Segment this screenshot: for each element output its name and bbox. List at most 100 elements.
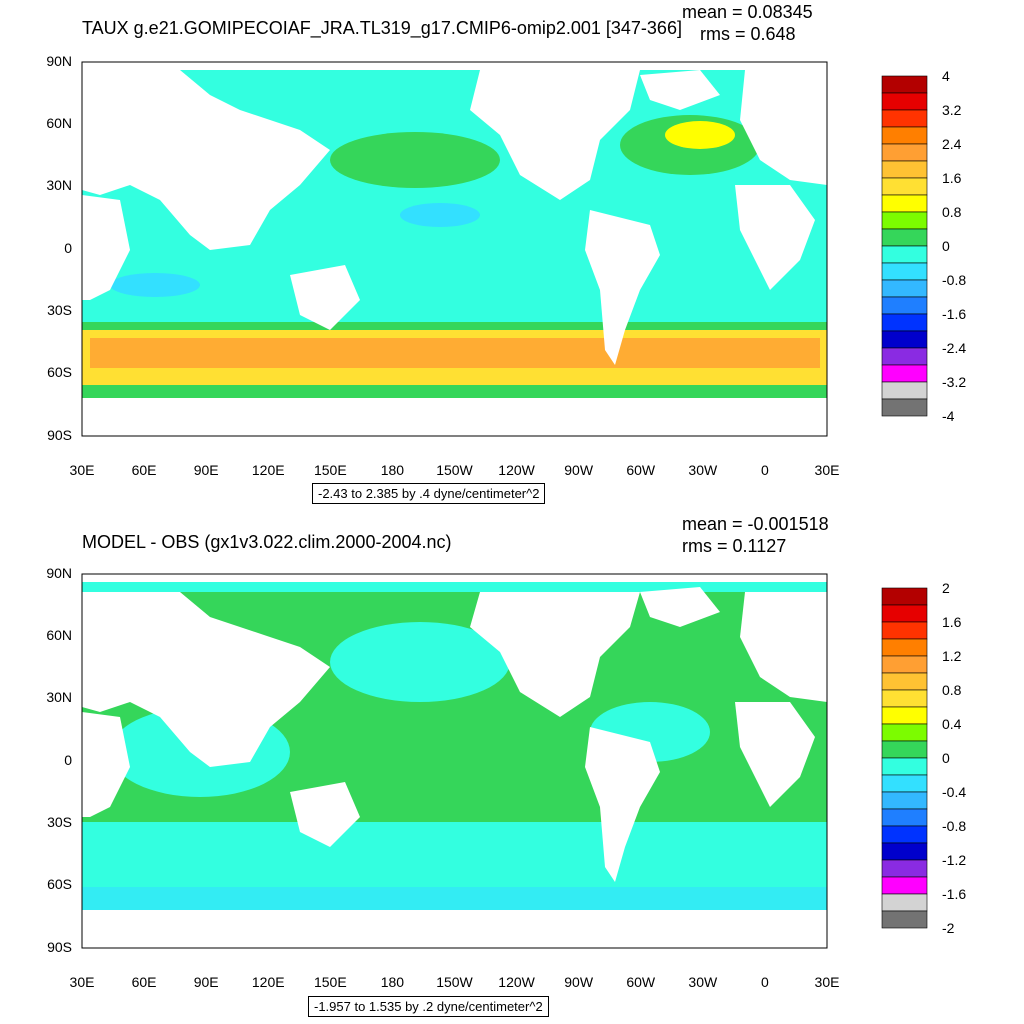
colorbar-label: 0 [942, 750, 950, 766]
lon-label: 90W [564, 462, 594, 478]
lon-label: 150W [436, 974, 473, 990]
colorbar-label: 0.8 [942, 682, 962, 698]
north-america [470, 70, 640, 200]
southern-neg2 [82, 887, 827, 912]
lat-label: 90N [46, 565, 72, 581]
greenland [640, 70, 720, 110]
rms-value: rms = 0.648 [700, 24, 796, 44]
south-america [585, 210, 660, 365]
antarctica [82, 398, 827, 436]
colorbar-swatch [881, 876, 928, 895]
map-frame [81, 573, 828, 949]
colorbar-swatch [881, 791, 928, 810]
colorbar-label: -3.2 [942, 374, 967, 390]
north-america [470, 592, 640, 717]
colorbar-swatch [881, 160, 928, 179]
colorbar-swatch [881, 604, 928, 623]
eurasia [82, 70, 330, 250]
lat-label: 90S [47, 939, 72, 955]
npac-westerlies [330, 132, 500, 188]
colorbar-label: 2.4 [942, 136, 962, 152]
colorbar-label: -1.6 [942, 886, 967, 902]
colorbar-swatch [881, 330, 928, 349]
colorbar-swatch [881, 723, 928, 742]
lat-label: 0 [64, 752, 72, 768]
map-frame [81, 61, 828, 437]
colorbar-label: 1.6 [942, 170, 962, 186]
lon-label: 180 [380, 462, 405, 478]
lon-label: 150E [313, 462, 347, 478]
lon-label: 30E [814, 462, 840, 478]
colorbar-swatch [881, 126, 928, 145]
npac-neg [330, 622, 510, 702]
lon-label: 120W [498, 974, 535, 990]
lat-label: 30S [47, 814, 72, 830]
colorbar-swatch [881, 893, 928, 912]
colorbar-label: 0.8 [942, 204, 962, 220]
indian-trade-min [110, 273, 200, 297]
lat-label: 60N [46, 115, 72, 131]
colorbar-swatch [881, 194, 928, 213]
colorbar-label: -0.8 [942, 272, 967, 288]
natl-max [665, 121, 735, 149]
lon-label: 120E [251, 974, 285, 990]
colorbar-label: 1.6 [942, 614, 962, 630]
lat-label: 30N [46, 177, 72, 193]
map-canvas-taux [81, 61, 928, 437]
colorbar-swatch [881, 638, 928, 657]
colorbar-taux [881, 75, 928, 417]
lon-label: 150E [313, 974, 347, 990]
colorbar-label: -2 [942, 920, 955, 936]
africa [82, 712, 130, 817]
colorbar-swatch [881, 279, 928, 298]
panel-taux: TAUX g.e21.GOMIPECOIAF_JRA.TL319_g17.CMI… [46, 2, 967, 504]
lon-label: 60W [626, 462, 656, 478]
lat-label: 90S [47, 427, 72, 443]
colorbar-label: -0.4 [942, 784, 967, 800]
lon-label: 90W [564, 974, 594, 990]
panel-diff: MODEL - OBS (gx1v3.022.clim.2000-2004.nc… [0, 512, 1024, 1024]
lon-label: 30W [688, 974, 718, 990]
colorbar-swatch [881, 774, 928, 793]
lon-label: 30W [688, 462, 718, 478]
colorbar-swatch [881, 245, 928, 264]
lon-label: 0 [761, 974, 769, 990]
colorbar-label: -1.6 [942, 306, 967, 322]
colorbar-label: 0.4 [942, 716, 962, 732]
lon-label: 90E [193, 974, 219, 990]
colorbar-swatch [881, 842, 928, 861]
colorbar-swatch [881, 621, 928, 640]
colorbar-swatch [881, 825, 928, 844]
colorbar-label: 2 [942, 580, 950, 596]
africa [82, 195, 130, 300]
lon-label: 30E [69, 462, 95, 478]
colorbar-swatch [881, 109, 928, 128]
lat-label: 60S [47, 876, 72, 892]
colorbar-swatch [881, 689, 928, 708]
colorbar-swatch [881, 211, 928, 230]
eurasia [82, 592, 330, 767]
colorbar-swatch [881, 740, 928, 759]
lat-label: 60S [47, 364, 72, 380]
lon-label: 150W [436, 462, 473, 478]
colorbar-swatch [881, 364, 928, 383]
colorbar-swatch [881, 859, 928, 878]
lon-label: 120W [498, 462, 535, 478]
colorbar-swatch [881, 655, 928, 674]
colorbar-swatch [881, 143, 928, 162]
lon-label: 60E [131, 462, 157, 478]
contour-range: -2.43 to 2.385 by .4 dyne/centimeter^2 [312, 483, 546, 504]
colorbar-diff [881, 587, 928, 929]
colorbar-swatch [881, 381, 928, 400]
colorbar-swatch [881, 92, 928, 111]
map-canvas-diff [81, 573, 928, 949]
lon-label: 30E [814, 974, 840, 990]
europe [740, 592, 827, 702]
antarctica [82, 910, 827, 948]
europe [740, 70, 827, 185]
lat-label: 30N [46, 689, 72, 705]
colorbar-swatch [881, 398, 928, 417]
lon-label: 60W [626, 974, 656, 990]
band-orange-s [90, 338, 820, 368]
colorbar-label: 1.2 [942, 648, 962, 664]
